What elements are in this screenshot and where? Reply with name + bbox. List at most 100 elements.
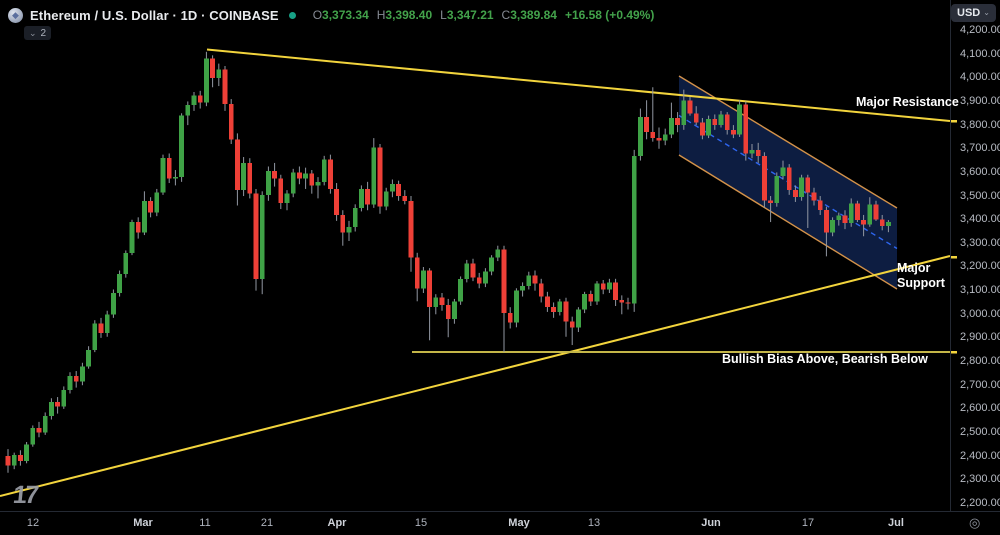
candle: [538, 278, 544, 303]
gear-icon[interactable]: ◎: [969, 515, 981, 530]
major-support-trendline[interactable]: [0, 255, 951, 497]
candle: [284, 190, 290, 211]
candle: [290, 168, 296, 198]
major-resistance-trendline[interactable]: [206, 48, 951, 122]
candle: [315, 177, 321, 199]
price-axis[interactable]: 4,200.00 4,100.00 4,000.00 3,900.00 3,800.00…: [950, 0, 1000, 511]
candle: [743, 101, 749, 161]
candle: [104, 310, 110, 337]
candle: [173, 170, 178, 186]
candle: [731, 125, 736, 139]
candle: [340, 210, 346, 246]
candle: [675, 112, 680, 133]
ohlc-close: C3,389.84: [501, 8, 557, 22]
price-axis-label: 2,700.00: [960, 378, 1000, 391]
candle: [266, 166, 271, 201]
price-axis-label: 2,400.00: [960, 449, 1000, 462]
candle: [55, 397, 60, 414]
candle: [383, 187, 389, 211]
time-axis-label: 17: [801, 517, 815, 529]
candle: [855, 200, 860, 223]
candle: [92, 320, 98, 353]
candle: [718, 110, 724, 128]
price-axis-label: 3,700.00: [960, 142, 1000, 155]
candle: [607, 278, 612, 294]
price-axis-label: 3,000.00: [960, 307, 1000, 320]
ohlc-readout: O3,373.34 H3,398.40 L3,347.21 C3,389.84 …: [313, 8, 655, 22]
candle: [557, 298, 563, 316]
price-axis-label: 3,300.00: [960, 236, 1000, 249]
candle: [210, 55, 215, 88]
candle: [576, 307, 581, 333]
candle: [762, 152, 767, 208]
candle: [483, 268, 488, 288]
price-axis-label: 4,200.00: [960, 24, 1000, 36]
candle: [160, 154, 166, 195]
ohlc-high: H3,398.40: [376, 8, 433, 22]
candle: [24, 441, 29, 464]
currency-toggle-button[interactable]: USD ⌄: [951, 4, 996, 22]
candle: [749, 144, 755, 159]
time-axis-label: Mar: [133, 517, 153, 529]
candle: [507, 307, 513, 329]
candle: [811, 187, 817, 206]
candle: [216, 63, 222, 87]
candle: [452, 298, 457, 324]
price-axis-label: 3,600.00: [960, 165, 1000, 178]
candle: [569, 316, 575, 346]
candle: [185, 101, 191, 126]
candle: [148, 197, 153, 218]
candle: [600, 279, 606, 295]
price-change: +16.58 (+0.49%): [564, 8, 655, 22]
candle: [489, 255, 494, 276]
candle: [98, 317, 104, 338]
price-axis-label: 2,600.00: [960, 402, 1000, 415]
time-axis-label: Jul: [888, 517, 904, 529]
price-axis-label: 2,300.00: [960, 473, 1000, 486]
candle: [197, 90, 203, 109]
candle: [142, 191, 147, 236]
time-axis[interactable]: 12 Mar 11 21 Apr 15 May 13 Jun 17 Jul: [0, 511, 1000, 535]
axis-line-tick: [951, 120, 957, 123]
candle: [321, 155, 327, 186]
symbol-title[interactable]: Ethereum / U.S. Dollar · 1D · COINBASE: [30, 7, 279, 23]
candle: [228, 99, 234, 145]
price-axis-label: 3,500.00: [960, 189, 1000, 202]
candle: [755, 142, 761, 163]
candle: [247, 158, 253, 199]
candle: [80, 362, 85, 386]
candle: [625, 297, 631, 310]
candle: [11, 452, 17, 470]
candle: [532, 270, 538, 291]
chart-header: ◆ Ethereum / U.S. Dollar · 1D · COINBASE…: [8, 5, 654, 25]
candle: [693, 106, 699, 126]
candle: [365, 181, 370, 211]
price-axis-label: 4,000.00: [960, 71, 1000, 84]
candle: [117, 270, 122, 297]
candle: [780, 160, 786, 180]
candle: [377, 144, 383, 214]
candle: [49, 398, 54, 420]
candle: [793, 185, 798, 202]
currency-label: USD: [957, 7, 981, 19]
candle: [768, 196, 773, 223]
indicators-collapse-pill[interactable]: ⌄ 2: [24, 26, 52, 40]
candle: [582, 291, 587, 314]
candle: [563, 297, 569, 337]
chevron-down-icon: ⌄: [983, 7, 990, 17]
candle: [86, 346, 91, 369]
price-axis-label: 3,400.00: [960, 213, 1000, 226]
watermark-logo: 17: [11, 481, 39, 509]
candle: [222, 65, 228, 111]
time-axis-label: 11: [199, 517, 211, 529]
candle: [824, 206, 829, 257]
candle: [848, 198, 854, 227]
candle: [129, 219, 135, 256]
price-axis-label: 3,900.00: [960, 94, 1000, 107]
candle: [61, 386, 67, 409]
candle: [724, 112, 730, 135]
candle: [588, 290, 594, 307]
time-axis-label: 12: [26, 517, 40, 529]
